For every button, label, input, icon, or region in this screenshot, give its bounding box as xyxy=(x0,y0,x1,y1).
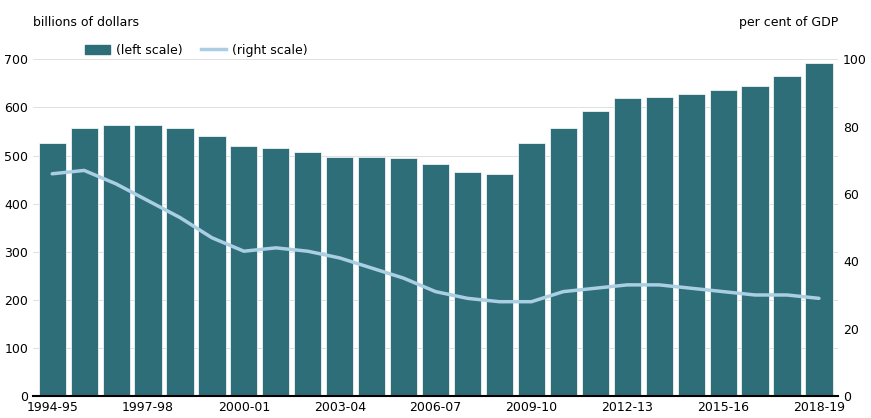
Bar xyxy=(103,125,130,396)
Bar xyxy=(614,98,641,396)
Bar xyxy=(166,127,193,396)
Bar xyxy=(38,143,66,396)
Bar xyxy=(550,128,577,396)
Bar xyxy=(199,136,226,396)
Bar xyxy=(645,97,672,396)
Bar xyxy=(741,86,768,396)
Bar xyxy=(806,63,833,396)
Bar xyxy=(230,146,258,396)
Bar xyxy=(134,125,162,396)
Bar xyxy=(710,89,737,396)
Bar xyxy=(486,174,513,396)
Text: billions of dollars: billions of dollars xyxy=(33,15,139,28)
Bar xyxy=(294,152,321,396)
Bar xyxy=(422,164,449,396)
Bar xyxy=(454,172,481,396)
Bar xyxy=(358,158,385,396)
Bar xyxy=(518,143,545,396)
Bar xyxy=(326,157,354,396)
Bar xyxy=(582,111,609,396)
Bar xyxy=(262,148,289,396)
Bar xyxy=(390,158,417,396)
Bar xyxy=(71,127,98,396)
Bar xyxy=(773,76,800,396)
Text: per cent of GDP: per cent of GDP xyxy=(739,15,838,28)
Bar xyxy=(678,94,705,396)
Legend: (left scale), (right scale): (left scale), (right scale) xyxy=(79,38,313,61)
